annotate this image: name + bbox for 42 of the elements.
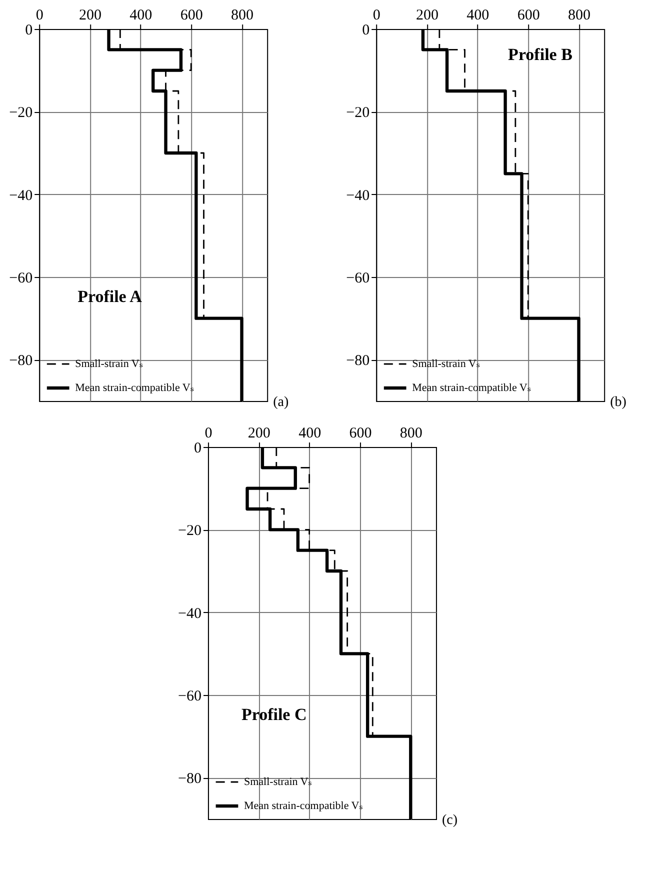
y-tick-label: −60 — [346, 270, 370, 286]
y-tick-label: 0 — [25, 22, 33, 38]
annotation: Profile C — [241, 704, 307, 724]
y-tick-label: −20 — [346, 105, 370, 122]
legend-label: Mean strain-compatible Vₛ — [75, 382, 194, 394]
x-tick-label: 800 — [400, 426, 422, 442]
y-tick-label: −80 — [346, 353, 370, 370]
legend-label: Small-strain Vₛ — [75, 358, 144, 370]
y-tick-label: −40 — [346, 188, 370, 204]
y-tick-label: 0 — [194, 440, 202, 456]
x-tick-label: 600 — [180, 8, 203, 24]
annotation: Profile B — [508, 45, 572, 64]
y-tick-label: 0 — [362, 22, 370, 38]
y-tick-label: −60 — [9, 270, 33, 286]
y-tick-label: −20 — [9, 105, 33, 122]
y-tick-label: −80 — [9, 353, 33, 370]
y-tick-label: −80 — [178, 771, 202, 788]
legend-label: Mean strain-compatible Vₛ — [412, 382, 532, 394]
x-tick-label: 400 — [130, 8, 152, 24]
x-tick-label: 0 — [36, 8, 44, 24]
x-tick-label: 400 — [298, 426, 322, 442]
y-tick-label: −20 — [178, 523, 202, 540]
y-tick-label: −40 — [9, 188, 33, 204]
x-tick-label: 0 — [204, 426, 212, 442]
x-tick-label: 600 — [349, 426, 372, 442]
x-tick-label: 200 — [248, 426, 270, 442]
x-tick-label: 400 — [466, 8, 490, 24]
x-tick-label: 800 — [231, 8, 254, 24]
x-tick-label: 200 — [79, 8, 102, 24]
y-tick-label: −40 — [178, 606, 202, 622]
x-tick-label: 800 — [568, 8, 591, 24]
annotation: Profile A — [78, 286, 143, 306]
y-tick-label: −60 — [178, 688, 202, 704]
legend-label: Mean strain-compatible Vₛ — [244, 800, 364, 812]
legend-label: Small-strain Vₛ — [244, 776, 312, 788]
x-tick-label: 0 — [372, 8, 380, 24]
text: (b) — [610, 395, 627, 410]
text: (c) — [442, 813, 458, 828]
legend-label: Small-strain Vₛ — [412, 358, 480, 370]
text: (a) — [273, 395, 289, 410]
x-tick-label: 600 — [517, 8, 540, 24]
x-tick-label: 200 — [416, 8, 439, 24]
